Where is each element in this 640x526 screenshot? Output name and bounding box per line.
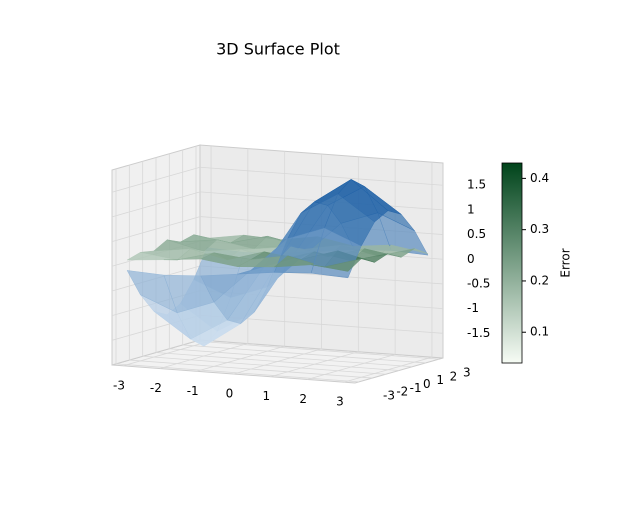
y-tick-label: 0 (423, 377, 431, 391)
x-tick-label: 1 (262, 389, 270, 403)
grid-line (129, 359, 373, 379)
z-tick-label: 0 (467, 252, 475, 266)
grid-line (111, 166, 201, 193)
colorbar-tick-label: 0.2 (530, 273, 549, 287)
colorbar-tick-label: 0.1 (530, 325, 549, 339)
chart-title: 3D Surface Plot (216, 40, 340, 59)
z-tick-label: -1.5 (467, 326, 490, 340)
z-tick-label: 0.5 (467, 227, 486, 241)
x-tick-label: -3 (113, 378, 125, 392)
grid-line (155, 352, 400, 371)
y-tick-label: -1 (410, 381, 422, 395)
x-tick-label: 2 (299, 392, 307, 406)
grid-line (199, 166, 444, 186)
x-tick-label: 0 (226, 387, 234, 401)
grid-line (115, 363, 360, 383)
y-tick-label: -3 (383, 388, 395, 402)
y-tick-label: 3 (463, 366, 471, 380)
y-tick-label: -2 (396, 385, 408, 399)
y-tick-label: 2 (450, 369, 458, 383)
colorbar (501, 162, 523, 364)
z-tick-label: 1.5 (467, 178, 486, 192)
grid-line (169, 348, 413, 368)
grid-line (195, 340, 440, 360)
x-tick-label: -2 (150, 381, 162, 395)
x-tick-label: -1 (187, 384, 199, 398)
grid-line (142, 355, 386, 375)
z-tick-label: -1 (467, 301, 479, 315)
y-tick-label: 1 (436, 373, 444, 387)
grid-line (111, 191, 201, 218)
grid-line (182, 344, 426, 364)
grid-line (111, 216, 201, 242)
colorbar-tick-label: 0.4 (530, 171, 549, 185)
colorbar-label: Error (559, 248, 573, 277)
z-tick-label: -0.5 (467, 276, 490, 290)
surface-patch (311, 258, 362, 272)
colorbar-tick-label: 0.3 (530, 222, 549, 236)
z-tick-label: 1 (467, 202, 475, 216)
x-tick-label: 3 (336, 395, 344, 409)
